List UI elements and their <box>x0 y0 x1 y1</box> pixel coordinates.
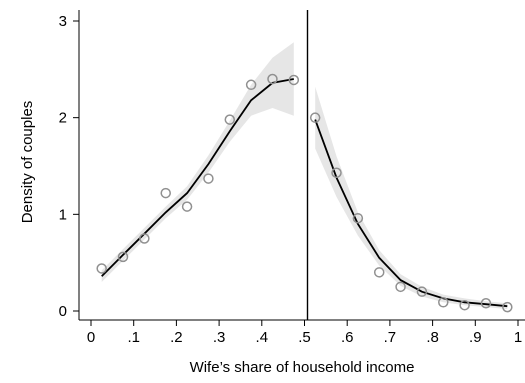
data-point <box>331 167 342 179</box>
x-axis-title: Wife’s share of household income <box>190 359 415 376</box>
data-point <box>245 79 257 91</box>
x-tick-label: .8 <box>426 329 439 346</box>
x-axis-ticks: 0 .1 .2 .3 .4 .5 .6 .7 .8 .9 1 <box>87 320 522 346</box>
x-tick-label: .4 <box>256 329 269 346</box>
x-tick-label: .7 <box>384 329 397 346</box>
data-point <box>395 281 406 293</box>
data-point <box>438 297 449 308</box>
data-point <box>267 73 278 85</box>
data-point <box>309 112 321 123</box>
axes <box>78 10 525 321</box>
x-tick-label: .5 <box>298 329 311 346</box>
data-point <box>181 201 193 212</box>
data-point <box>224 114 236 125</box>
data-point <box>139 233 150 244</box>
data-point <box>373 267 385 278</box>
y-tick-label: 0 <box>59 303 67 320</box>
fit-line <box>101 78 294 277</box>
x-tick-label: .9 <box>469 329 482 346</box>
data-point <box>160 187 171 199</box>
data-point <box>203 173 214 184</box>
y-axis-title: Density of couples <box>19 101 36 224</box>
data-point <box>117 251 129 263</box>
x-tick-label: 1 <box>514 329 522 346</box>
x-tick-label: .6 <box>341 329 354 346</box>
y-tick-label: 2 <box>59 110 67 127</box>
data-point <box>502 301 513 313</box>
x-tick-label: .3 <box>213 329 226 346</box>
x-tick-label: .2 <box>170 329 183 346</box>
data-point <box>480 298 492 309</box>
y-axis-ticks: 0 1 2 3 <box>59 13 79 320</box>
data-points <box>96 73 513 313</box>
y-tick-label: 3 <box>59 13 67 30</box>
x-tick-label: .1 <box>127 329 140 346</box>
data-point <box>352 212 364 224</box>
x-tick-label: 0 <box>87 329 95 346</box>
data-point <box>96 263 107 274</box>
data-point <box>416 286 428 297</box>
data-point <box>288 74 300 86</box>
fit-lines <box>101 78 508 308</box>
data-point <box>459 299 470 311</box>
confidence-band <box>101 42 294 282</box>
confidence-bands <box>101 42 508 310</box>
fit-line <box>314 119 508 308</box>
y-tick-label: 1 <box>59 206 67 223</box>
